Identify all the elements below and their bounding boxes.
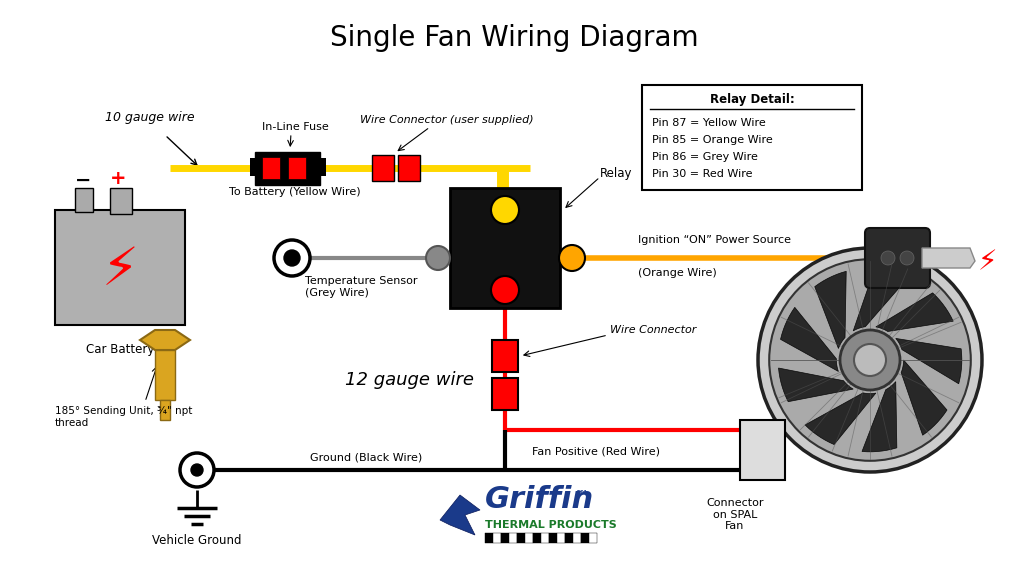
Polygon shape [862, 381, 896, 452]
Circle shape [840, 330, 900, 390]
Bar [573, 533, 581, 543]
Bar [155, 350, 175, 400]
Bar [525, 533, 533, 543]
Bar [740, 420, 785, 480]
Bar [372, 155, 394, 181]
Text: Fan Positive (Red Wire): Fan Positive (Red Wire) [533, 447, 660, 457]
Circle shape [559, 245, 585, 271]
Bar [492, 378, 518, 410]
Bar [75, 188, 93, 212]
Text: Temperature Sensor
(Grey Wire): Temperature Sensor (Grey Wire) [305, 276, 417, 298]
Bar [565, 533, 573, 543]
Text: Connector
on SPAL
Fan: Connector on SPAL Fan [706, 498, 764, 531]
Text: Pin 85 = Orange Wire: Pin 85 = Orange Wire [652, 135, 773, 145]
Circle shape [274, 240, 310, 276]
Polygon shape [805, 393, 876, 444]
Circle shape [180, 453, 214, 487]
Text: +: + [110, 169, 126, 187]
Text: ™: ™ [575, 488, 589, 502]
Text: −: − [75, 171, 91, 190]
Circle shape [491, 276, 519, 304]
Text: ⚡: ⚡ [978, 248, 997, 276]
Bar [250, 158, 258, 176]
Bar [262, 157, 280, 179]
Polygon shape [778, 368, 853, 402]
Polygon shape [876, 293, 953, 332]
Circle shape [881, 251, 895, 265]
Text: Pin 30 = Red Wire: Pin 30 = Red Wire [652, 169, 752, 179]
Circle shape [769, 259, 970, 461]
Bar [541, 533, 549, 543]
Bar [509, 533, 517, 543]
Text: Relay: Relay [600, 166, 632, 180]
Bar [318, 158, 326, 176]
Bar [501, 533, 509, 543]
Text: Ground (Black Wire): Ground (Black Wire) [310, 452, 423, 462]
Bar [493, 533, 501, 543]
Bar [492, 340, 518, 372]
Polygon shape [895, 338, 962, 384]
Bar [581, 533, 589, 543]
Text: Pin 86 = Grey Wire: Pin 86 = Grey Wire [652, 152, 758, 162]
Bar [642, 85, 862, 190]
Bar [589, 533, 597, 543]
Circle shape [900, 251, 914, 265]
Bar [398, 155, 420, 181]
Polygon shape [815, 271, 846, 349]
Text: Wire Connector (user supplied): Wire Connector (user supplied) [360, 115, 534, 125]
Text: Car Battery: Car Battery [85, 343, 154, 356]
Text: Ignition “ON” Power Source: Ignition “ON” Power Source [638, 235, 791, 245]
Text: Wire Connector: Wire Connector [610, 325, 696, 335]
Text: THERMAL PRODUCTS: THERMAL PRODUCTS [485, 520, 617, 530]
Bar [288, 157, 306, 179]
Bar [160, 400, 170, 420]
Text: (Orange Wire): (Orange Wire) [638, 268, 717, 278]
Polygon shape [922, 248, 975, 268]
FancyBboxPatch shape [865, 228, 930, 288]
Bar [450, 188, 560, 308]
Circle shape [854, 344, 886, 376]
Polygon shape [853, 268, 909, 331]
Bar [549, 533, 557, 543]
Text: Vehicle Ground: Vehicle Ground [152, 533, 242, 547]
Circle shape [426, 246, 450, 270]
Text: In-Line Fuse: In-Line Fuse [261, 122, 328, 132]
Text: Single Fan Wiring Diagram: Single Fan Wiring Diagram [330, 24, 698, 52]
Polygon shape [902, 360, 947, 435]
Text: ⚡: ⚡ [102, 244, 139, 296]
Text: Pin 87 = Yellow Wire: Pin 87 = Yellow Wire [652, 118, 766, 128]
Polygon shape [440, 495, 480, 535]
Polygon shape [780, 307, 839, 372]
Text: 185° Sending Unit, ¾" npt
thread: 185° Sending Unit, ¾" npt thread [56, 406, 192, 428]
Bar [56, 210, 185, 325]
Polygon shape [140, 330, 190, 350]
Text: 12 gauge wire: 12 gauge wire [345, 371, 474, 389]
Text: 10 gauge wire: 10 gauge wire [105, 112, 194, 124]
Text: Relay Detail:: Relay Detail: [709, 94, 795, 106]
Circle shape [491, 196, 519, 224]
Bar [533, 533, 541, 543]
Circle shape [191, 464, 203, 476]
Circle shape [758, 248, 982, 472]
Bar [110, 188, 132, 214]
Bar [255, 152, 320, 185]
Bar [557, 533, 565, 543]
Bar [485, 533, 493, 543]
Bar [517, 533, 525, 543]
Circle shape [284, 250, 300, 266]
Text: To Battery (Yellow Wire): To Battery (Yellow Wire) [229, 187, 361, 197]
Text: Griffin: Griffin [485, 486, 594, 514]
